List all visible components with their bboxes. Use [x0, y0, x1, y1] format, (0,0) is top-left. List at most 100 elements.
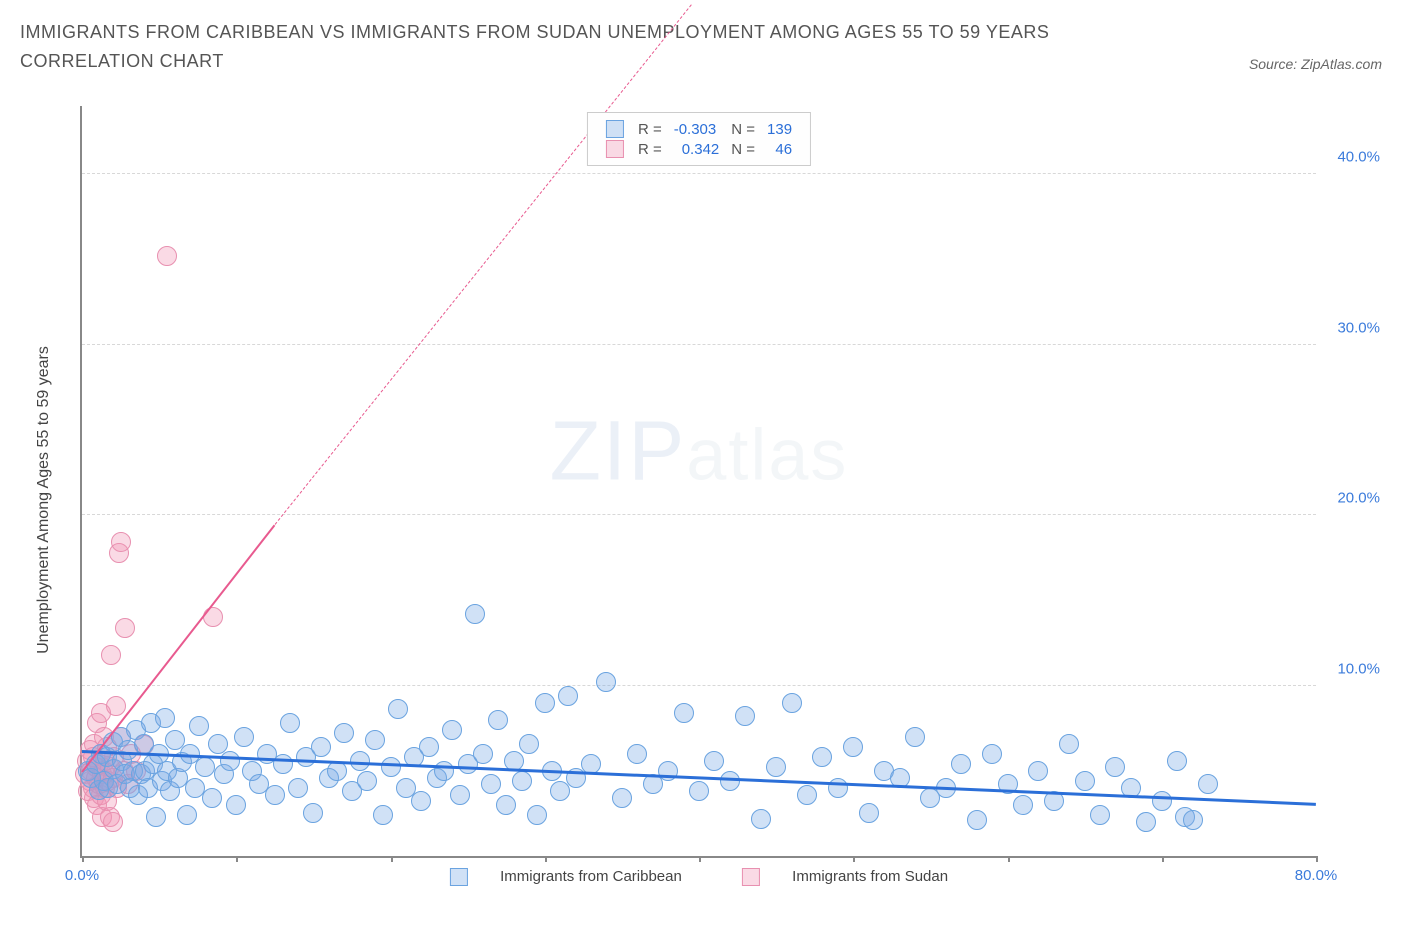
- data-point: [155, 708, 175, 728]
- data-point: [419, 737, 439, 757]
- data-point: [1013, 795, 1033, 815]
- data-point: [704, 751, 724, 771]
- x-tick: [853, 856, 855, 862]
- data-point: [1152, 791, 1172, 811]
- legend-item-sudan: Immigrants from Sudan: [728, 868, 962, 885]
- data-point: [782, 693, 802, 713]
- data-point: [189, 716, 209, 736]
- legend-label-sudan: Immigrants from Sudan: [792, 868, 948, 885]
- data-point: [434, 761, 454, 781]
- data-point: [273, 754, 293, 774]
- data-point: [1028, 761, 1048, 781]
- data-point: [1105, 757, 1125, 777]
- n-value-caribbean: 139: [761, 119, 798, 139]
- x-tick: [699, 856, 701, 862]
- data-point: [195, 757, 215, 777]
- gridline-h: [82, 514, 1316, 515]
- r-value-caribbean: -0.303: [668, 119, 726, 139]
- data-point: [951, 754, 971, 774]
- data-point: [519, 734, 539, 754]
- swatch-caribbean-icon: [450, 868, 468, 886]
- plot-area: ZIPatlas R = -0.303 N = 139 R = 0.342 N …: [80, 106, 1316, 858]
- data-point: [288, 778, 308, 798]
- correlation-legend: R = -0.303 N = 139 R = 0.342 N = 46: [587, 112, 811, 166]
- data-point: [843, 737, 863, 757]
- data-point: [177, 805, 197, 825]
- data-point: [1090, 805, 1110, 825]
- data-point: [1075, 771, 1095, 791]
- x-tick: [1162, 856, 1164, 862]
- data-point: [101, 645, 121, 665]
- data-point: [766, 757, 786, 777]
- n-value-sudan: 46: [761, 139, 798, 159]
- data-point: [1198, 774, 1218, 794]
- data-point: [596, 672, 616, 692]
- data-point: [357, 771, 377, 791]
- gridline-h: [82, 173, 1316, 174]
- y-tick-label: 40.0%: [1337, 149, 1380, 166]
- data-point: [303, 803, 323, 823]
- data-point: [527, 805, 547, 825]
- plot-container: Unemployment Among Ages 55 to 59 years Z…: [48, 100, 1386, 900]
- data-point: [535, 693, 555, 713]
- data-point: [381, 757, 401, 777]
- x-tick-label: 0.0%: [65, 867, 99, 884]
- data-point: [828, 778, 848, 798]
- swatch-caribbean: [606, 120, 624, 138]
- data-point: [612, 788, 632, 808]
- y-axis-label: Unemployment Among Ages 55 to 59 years: [35, 346, 53, 654]
- y-tick-label: 20.0%: [1337, 490, 1380, 507]
- data-point: [442, 720, 462, 740]
- series-legend: Immigrants from Caribbean Immigrants fro…: [422, 868, 976, 886]
- r-value-sudan: 0.342: [668, 139, 726, 159]
- data-point: [905, 727, 925, 747]
- correlation-row-sudan: R = 0.342 N = 46: [600, 139, 798, 159]
- data-point: [735, 706, 755, 726]
- swatch-cell: [600, 139, 632, 159]
- n-label: N =: [725, 119, 761, 139]
- data-point: [465, 604, 485, 624]
- data-point: [115, 618, 135, 638]
- watermark: ZIPatlas: [550, 403, 849, 500]
- correlation-table: R = -0.303 N = 139 R = 0.342 N = 46: [600, 119, 798, 159]
- data-point: [1183, 810, 1203, 830]
- data-point: [234, 727, 254, 747]
- data-point: [220, 751, 240, 771]
- data-point: [111, 532, 131, 552]
- y-tick-label: 30.0%: [1337, 319, 1380, 336]
- data-point: [982, 744, 1002, 764]
- data-point: [674, 703, 694, 723]
- data-point: [157, 246, 177, 266]
- x-tick: [1316, 856, 1318, 862]
- x-tick: [236, 856, 238, 862]
- data-point: [627, 744, 647, 764]
- data-point: [812, 747, 832, 767]
- x-tick: [1008, 856, 1010, 862]
- data-point: [1059, 734, 1079, 754]
- data-point: [481, 774, 501, 794]
- n-label: N =: [725, 139, 761, 159]
- data-point: [558, 686, 578, 706]
- watermark-zip: ZIP: [550, 403, 687, 500]
- data-point: [388, 699, 408, 719]
- x-tick: [545, 856, 547, 862]
- data-point: [473, 744, 493, 764]
- data-point: [265, 785, 285, 805]
- chart-title: IMMIGRANTS FROM CARIBBEAN VS IMMIGRANTS …: [20, 18, 1120, 76]
- data-point: [751, 809, 771, 829]
- legend-label-caribbean: Immigrants from Caribbean: [500, 868, 682, 885]
- swatch-sudan-icon: [742, 868, 760, 886]
- gridline-h: [82, 344, 1316, 345]
- data-point: [311, 737, 331, 757]
- data-point: [967, 810, 987, 830]
- x-tick-label: 80.0%: [1295, 867, 1338, 884]
- r-label: R =: [632, 139, 668, 159]
- data-point: [1136, 812, 1156, 832]
- x-tick: [391, 856, 393, 862]
- data-point: [512, 771, 532, 791]
- data-point: [226, 795, 246, 815]
- data-point: [334, 723, 354, 743]
- legend-item-caribbean: Immigrants from Caribbean: [436, 868, 696, 885]
- watermark-atlas: atlas: [686, 415, 848, 497]
- data-point: [350, 751, 370, 771]
